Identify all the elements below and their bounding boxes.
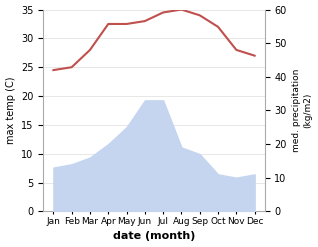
- Y-axis label: med. precipitation
(kg/m2): med. precipitation (kg/m2): [292, 69, 313, 152]
- Y-axis label: max temp (C): max temp (C): [5, 77, 16, 144]
- X-axis label: date (month): date (month): [113, 231, 195, 242]
